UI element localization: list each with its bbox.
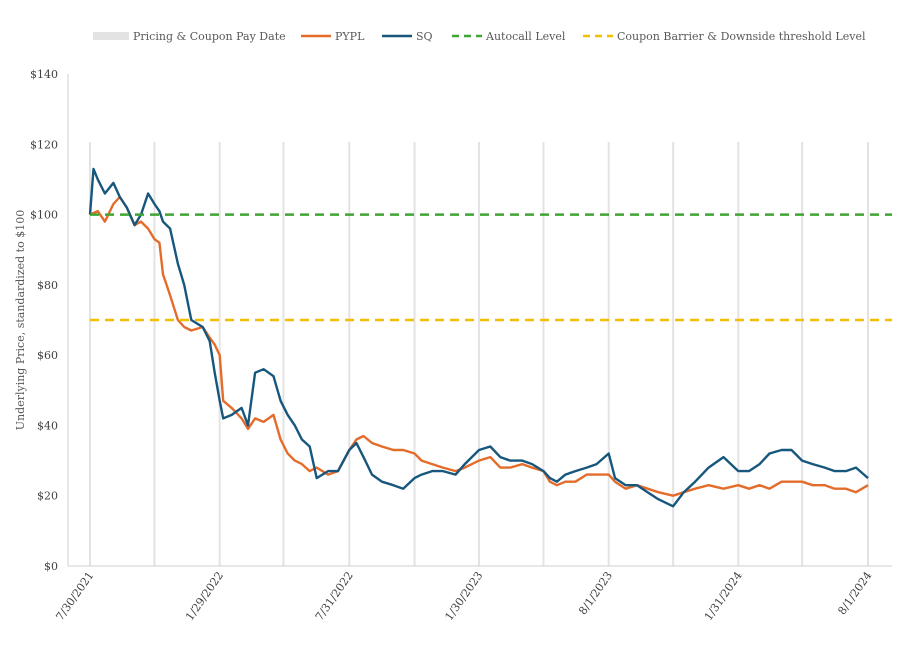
level-lines: [90, 213, 892, 322]
y-tick-label: $60: [37, 349, 58, 362]
x-tick-label: 8/1/2024: [835, 569, 874, 617]
y-tick-label: $0: [44, 560, 58, 573]
series-lines: [88, 167, 869, 508]
legend-label: Autocall Level: [485, 30, 566, 43]
x-tick-label: 7/30/2021: [53, 569, 96, 623]
legend-item: PYPL: [301, 30, 365, 43]
y-axis-title: Underlying Price, standardized to $100: [14, 210, 27, 430]
series-line-pypl: [89, 195, 869, 497]
x-tick-label: 7/31/2022: [313, 569, 356, 623]
axes: [67, 74, 892, 567]
legend-item: Autocall Level: [452, 30, 566, 43]
y-tick-label: $120: [30, 138, 58, 151]
legend-item: SQ: [382, 30, 433, 43]
x-tick-label: 1/31/2024: [702, 569, 745, 623]
x-tick-label: 8/1/2023: [576, 569, 615, 617]
x-tick-label: 1/29/2022: [183, 569, 226, 623]
legend-item: Coupon Barrier & Downside threshold Leve…: [583, 30, 866, 43]
y-tick-label: $20: [37, 490, 58, 503]
legend-item: Pricing & Coupon Pay Date: [93, 30, 286, 43]
y-tick-label: $40: [37, 419, 58, 432]
legend-label: Pricing & Coupon Pay Date: [133, 30, 286, 43]
legend-swatch: [93, 32, 129, 40]
legend-label: Coupon Barrier & Downside threshold Leve…: [617, 30, 866, 43]
legend-label: SQ: [416, 30, 433, 43]
legend-label: PYPL: [335, 30, 365, 43]
y-tick-labels: $0 $20 $40 $60 $80 $100 $120 $140: [30, 68, 58, 573]
y-tick-label: $80: [37, 279, 58, 292]
series-line-sq: [88, 167, 869, 508]
y-tick-label: $100: [30, 209, 58, 222]
legend: Pricing & Coupon Pay Date PYPL SQ Autocall …: [93, 30, 866, 43]
x-tick-labels: 7/30/2021 1/29/2022 7/31/2022 1/30/2023 8/1/…: [53, 569, 874, 623]
coupon-date-lines: [89, 142, 869, 566]
x-tick-label: 1/30/2023: [442, 569, 485, 623]
y-tick-label: $140: [30, 68, 58, 81]
